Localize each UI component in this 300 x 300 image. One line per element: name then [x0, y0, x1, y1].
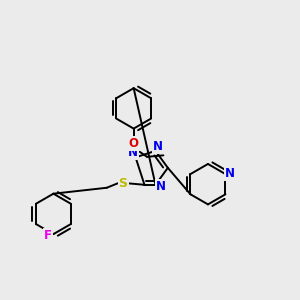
Text: F: F	[44, 229, 52, 242]
Text: N: N	[156, 180, 166, 193]
Text: N: N	[225, 167, 235, 180]
Text: N: N	[153, 140, 163, 153]
Text: S: S	[118, 177, 127, 190]
Text: N: N	[128, 146, 138, 159]
Text: O: O	[129, 137, 139, 150]
